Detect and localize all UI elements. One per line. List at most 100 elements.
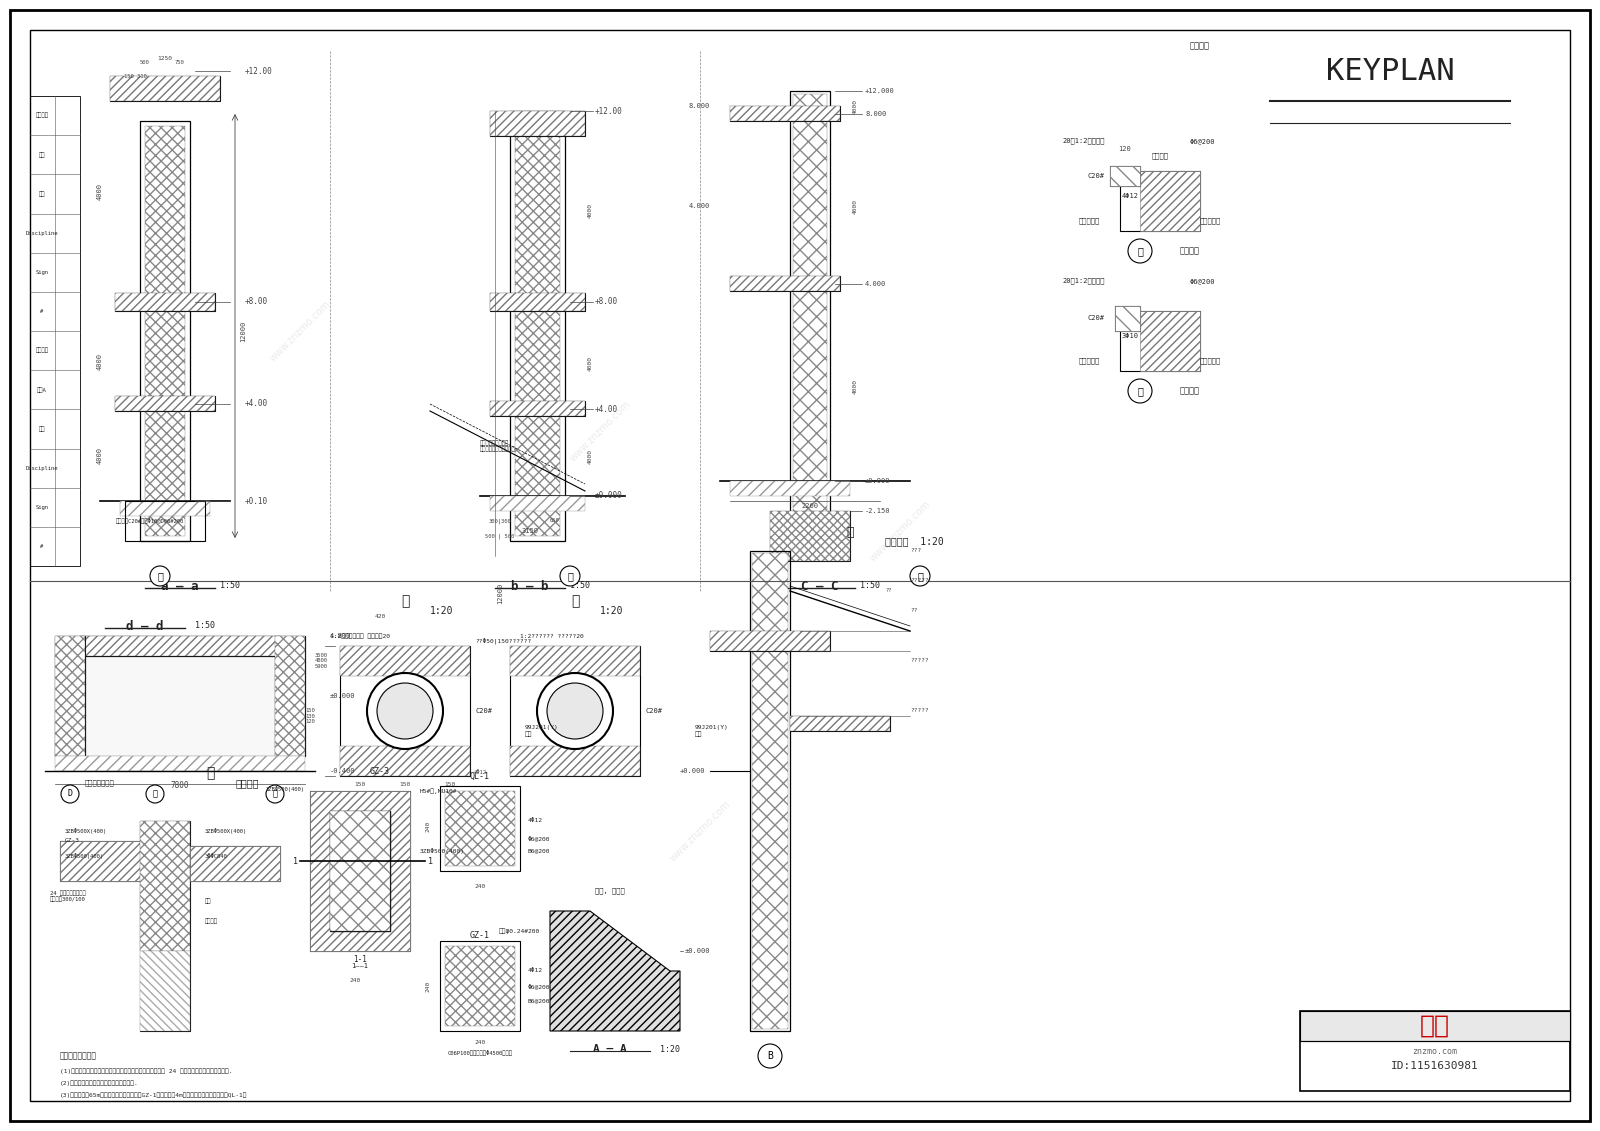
Circle shape — [266, 785, 285, 803]
Text: 批准: 批准 — [38, 426, 45, 432]
Text: 12000: 12000 — [498, 582, 502, 604]
Text: 1250: 1250 — [157, 57, 173, 61]
Text: B6@200: B6@200 — [528, 848, 550, 854]
Text: 240: 240 — [426, 820, 430, 831]
Text: ?????: ????? — [910, 658, 928, 664]
Text: 1:20: 1:20 — [661, 1045, 680, 1053]
Text: 4.000: 4.000 — [688, 202, 710, 209]
Text: Discipline: Discipline — [26, 466, 58, 470]
Bar — [1120, 311, 1200, 371]
Bar — [1139, 171, 1200, 231]
Text: 3ZBΦ500(400): 3ZBΦ500(400) — [66, 853, 104, 860]
Text: 砌墙详图: 砌墙详图 — [235, 778, 259, 788]
Text: 天花内端步: 天花内端步 — [1200, 357, 1221, 364]
Text: ±0.000: ±0.000 — [595, 492, 622, 501]
Text: 12000: 12000 — [240, 320, 246, 342]
Text: ⑤: ⑤ — [402, 594, 410, 608]
Text: 4Φ12: 4Φ12 — [474, 770, 486, 776]
Text: C06P100斜拉扣上至Φ4500相接处: C06P100斜拉扣上至Φ4500相接处 — [448, 1050, 512, 1056]
Text: 4000: 4000 — [853, 379, 858, 394]
Text: ①: ① — [152, 789, 157, 798]
Text: (3)砌体厚度在65m内，中间使用砌块，孔处GZ-1；单格宽度4m时，使用砌块处理图，孔处QL-1。: (3)砌体厚度在65m内，中间使用砌块，孔处GZ-1；单格宽度4m时，使用砌块处… — [61, 1093, 248, 1098]
Text: Φ6@200: Φ6@200 — [1190, 138, 1216, 144]
Text: 1:20: 1:20 — [600, 606, 624, 616]
Circle shape — [910, 566, 930, 586]
Text: www.znzmo.com: www.znzmo.com — [368, 699, 432, 763]
Bar — [61, 841, 141, 881]
Bar — [710, 631, 830, 651]
Bar — [339, 746, 470, 776]
Polygon shape — [550, 910, 680, 1031]
Text: 750: 750 — [174, 60, 186, 66]
Text: 加筋: 加筋 — [205, 898, 211, 904]
Bar — [190, 846, 280, 881]
Text: 8.000: 8.000 — [866, 111, 886, 116]
Text: 150 310: 150 310 — [123, 74, 146, 78]
Bar — [1120, 171, 1200, 231]
Text: 24 孔墙砌法连贯形成
等效砌法300/100: 24 孔墙砌法连贯形成 等效砌法300/100 — [50, 890, 86, 903]
Bar — [730, 106, 840, 121]
Text: 8.000: 8.000 — [688, 103, 710, 109]
Text: 3ZBΦ500(400): 3ZBΦ500(400) — [266, 786, 306, 792]
Circle shape — [758, 1044, 782, 1068]
Bar — [141, 951, 190, 1031]
Bar — [141, 821, 190, 951]
Text: (2)混凝土墙体内需要留孔不可用钻孔方式.: (2)混凝土墙体内需要留孔不可用钻孔方式. — [61, 1080, 139, 1086]
Text: 240: 240 — [474, 1041, 486, 1045]
Text: 天花外端步: 天花外端步 — [1078, 357, 1101, 364]
Text: +12.00: +12.00 — [245, 67, 272, 76]
Text: Φ6@200: Φ6@200 — [528, 983, 550, 988]
Text: ID:1151630981: ID:1151630981 — [1390, 1061, 1478, 1071]
Bar — [730, 106, 840, 121]
Text: 2260: 2260 — [802, 503, 819, 509]
Bar — [80, 636, 280, 656]
Bar — [110, 76, 221, 101]
Text: ①: ① — [1138, 247, 1142, 256]
Text: 3ZBΦ500X(400): 3ZBΦ500X(400) — [205, 828, 248, 834]
Bar — [1110, 166, 1139, 185]
Text: 500 | 500: 500 | 500 — [485, 533, 515, 538]
Bar — [490, 111, 586, 136]
Text: 连接板，上面设长孔
螺栓与柱子铰接满焊连接: 连接板，上面设长孔 螺栓与柱子铰接满焊连接 — [480, 440, 515, 452]
Bar — [750, 551, 790, 1031]
Bar — [515, 116, 560, 536]
Bar — [490, 293, 586, 311]
Text: 3ZBΦ500X(400): 3ZBΦ500X(400) — [66, 828, 107, 834]
Text: 大样详图  1:20: 大样详图 1:20 — [885, 536, 944, 546]
Text: 120: 120 — [1118, 146, 1131, 152]
Bar — [510, 746, 640, 776]
Circle shape — [61, 785, 78, 803]
Text: 240: 240 — [349, 978, 360, 984]
Bar — [730, 276, 840, 291]
Text: www.znzmo.com: www.znzmo.com — [667, 798, 733, 863]
Bar — [490, 111, 586, 136]
Text: 钢筋φ0.24#200: 钢筋φ0.24#200 — [499, 929, 541, 934]
Text: b — b: b — b — [512, 579, 549, 593]
Text: 650: 650 — [550, 518, 560, 524]
Text: ±0.000: ±0.000 — [330, 693, 355, 699]
Bar — [54, 636, 85, 756]
Text: 1:50: 1:50 — [195, 622, 214, 630]
Bar — [54, 756, 306, 771]
Text: 4000: 4000 — [587, 204, 592, 218]
Text: Sign: Sign — [35, 270, 48, 275]
Bar — [510, 111, 565, 541]
Text: 4000: 4000 — [98, 353, 102, 370]
Text: 4000: 4000 — [98, 182, 102, 199]
Text: d — d: d — d — [126, 620, 163, 632]
Text: ??: ?? — [910, 608, 917, 613]
Text: znzmo.com: znzmo.com — [1413, 1046, 1458, 1055]
Bar — [141, 121, 190, 541]
Text: 99J201(Y)
③④: 99J201(Y) ③④ — [694, 725, 728, 736]
Text: GZ-3: GZ-3 — [370, 767, 390, 776]
Bar — [790, 716, 890, 731]
Bar — [490, 293, 586, 311]
Bar — [790, 90, 830, 541]
Text: 420: 420 — [374, 613, 386, 619]
Text: 1:50: 1:50 — [570, 580, 590, 589]
Bar — [120, 501, 210, 516]
Text: ±0.000: ±0.000 — [685, 948, 710, 955]
Text: 知末: 知末 — [1421, 1015, 1450, 1038]
Circle shape — [146, 785, 165, 803]
Text: Φ6@200: Φ6@200 — [528, 835, 550, 840]
